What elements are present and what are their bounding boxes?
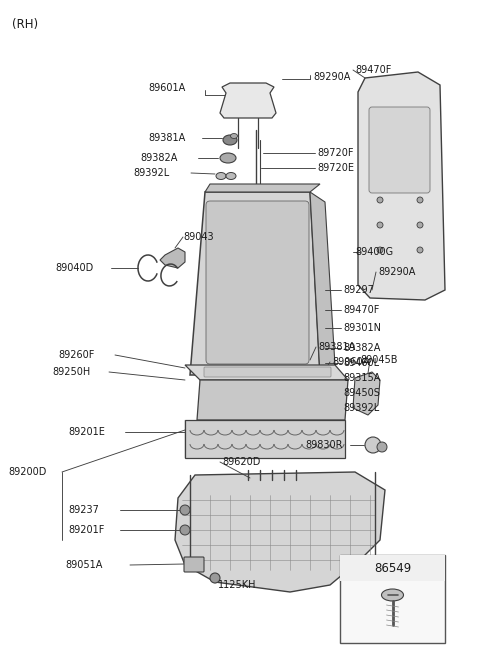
- Text: 89381A: 89381A: [148, 133, 185, 143]
- Ellipse shape: [230, 134, 238, 138]
- Text: 89201E: 89201E: [68, 427, 105, 437]
- Text: 89237: 89237: [68, 505, 99, 515]
- Bar: [340, 555, 445, 581]
- Text: 89720F: 89720F: [317, 148, 353, 158]
- Polygon shape: [160, 248, 185, 268]
- Polygon shape: [175, 472, 385, 592]
- Text: 89201F: 89201F: [68, 525, 104, 535]
- FancyBboxPatch shape: [206, 201, 309, 364]
- FancyBboxPatch shape: [185, 420, 345, 458]
- Circle shape: [180, 505, 190, 515]
- Text: 89720E: 89720E: [317, 163, 354, 173]
- Text: 89382A: 89382A: [140, 153, 178, 163]
- Polygon shape: [190, 192, 320, 375]
- Polygon shape: [185, 365, 348, 380]
- Polygon shape: [205, 184, 320, 192]
- Ellipse shape: [223, 135, 237, 145]
- Text: 89040D: 89040D: [55, 263, 93, 273]
- Text: 89250H: 89250H: [52, 367, 90, 377]
- Polygon shape: [358, 72, 445, 300]
- Text: 1125KH: 1125KH: [218, 580, 256, 590]
- Polygon shape: [197, 380, 348, 420]
- FancyBboxPatch shape: [184, 557, 204, 572]
- Polygon shape: [353, 372, 380, 415]
- Circle shape: [417, 247, 423, 253]
- Text: 89392L: 89392L: [343, 403, 379, 413]
- Bar: [340, 555, 445, 643]
- Text: (RH): (RH): [12, 18, 38, 31]
- Ellipse shape: [220, 153, 236, 163]
- Circle shape: [210, 573, 220, 583]
- Ellipse shape: [226, 172, 236, 179]
- Text: 89043: 89043: [183, 232, 214, 242]
- Text: 89382A: 89382A: [343, 343, 380, 353]
- Text: 89297: 89297: [343, 285, 374, 295]
- FancyBboxPatch shape: [204, 367, 331, 377]
- Text: 89400G: 89400G: [355, 247, 393, 257]
- Ellipse shape: [216, 172, 226, 179]
- Circle shape: [377, 442, 387, 452]
- Circle shape: [417, 197, 423, 203]
- Text: 89315A: 89315A: [343, 373, 380, 383]
- Text: 89392L: 89392L: [133, 168, 169, 178]
- Text: 89601A: 89601A: [148, 83, 185, 93]
- Text: 89450S: 89450S: [343, 388, 380, 398]
- Text: 89460L: 89460L: [343, 358, 379, 368]
- Ellipse shape: [382, 589, 404, 601]
- Text: 89381A: 89381A: [318, 342, 355, 352]
- Text: 89260F: 89260F: [58, 350, 95, 360]
- Text: 89060A: 89060A: [332, 357, 369, 367]
- FancyBboxPatch shape: [369, 107, 430, 193]
- Circle shape: [377, 222, 383, 228]
- Text: 89045B: 89045B: [360, 355, 397, 365]
- Text: 89830R: 89830R: [305, 440, 343, 450]
- Text: 89620D: 89620D: [222, 457, 260, 467]
- Text: 89290A: 89290A: [378, 267, 415, 277]
- Polygon shape: [310, 192, 335, 375]
- Circle shape: [365, 437, 381, 453]
- Circle shape: [377, 247, 383, 253]
- Text: 89470F: 89470F: [355, 65, 391, 75]
- Circle shape: [417, 222, 423, 228]
- Text: 86549: 86549: [374, 561, 411, 574]
- Circle shape: [377, 197, 383, 203]
- Text: 89200D: 89200D: [8, 467, 47, 477]
- Text: 89301N: 89301N: [343, 323, 381, 333]
- Text: 89470F: 89470F: [343, 305, 379, 315]
- Text: 89290A: 89290A: [313, 72, 350, 82]
- Circle shape: [180, 525, 190, 535]
- Polygon shape: [220, 83, 276, 118]
- Text: 89051A: 89051A: [65, 560, 102, 570]
